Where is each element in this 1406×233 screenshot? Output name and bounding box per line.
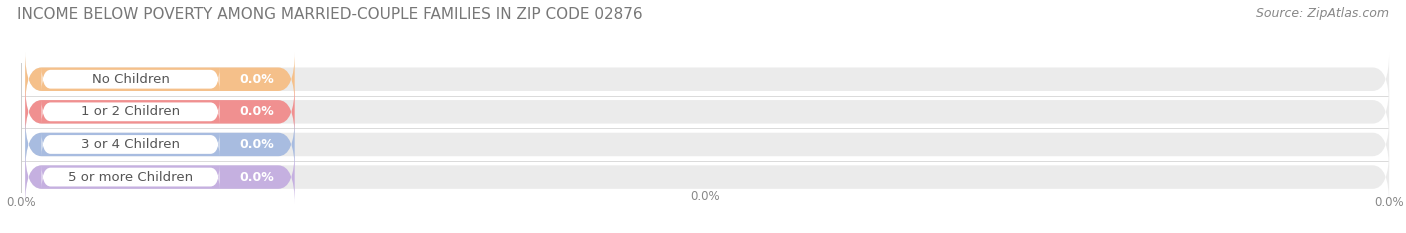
- FancyBboxPatch shape: [25, 52, 295, 107]
- FancyBboxPatch shape: [25, 84, 1389, 139]
- FancyBboxPatch shape: [25, 150, 1389, 205]
- FancyBboxPatch shape: [42, 132, 219, 157]
- FancyBboxPatch shape: [25, 84, 295, 139]
- FancyBboxPatch shape: [42, 100, 219, 124]
- FancyBboxPatch shape: [25, 117, 1389, 172]
- Text: No Children: No Children: [91, 73, 170, 86]
- Text: 0.0%: 0.0%: [239, 105, 274, 118]
- Text: INCOME BELOW POVERTY AMONG MARRIED-COUPLE FAMILIES IN ZIP CODE 02876: INCOME BELOW POVERTY AMONG MARRIED-COUPL…: [17, 7, 643, 22]
- FancyBboxPatch shape: [25, 52, 1389, 107]
- Text: 1 or 2 Children: 1 or 2 Children: [82, 105, 180, 118]
- Text: 3 or 4 Children: 3 or 4 Children: [82, 138, 180, 151]
- FancyBboxPatch shape: [25, 117, 295, 172]
- FancyBboxPatch shape: [25, 150, 295, 205]
- Text: 5 or more Children: 5 or more Children: [67, 171, 193, 184]
- Text: 0.0%: 0.0%: [239, 171, 274, 184]
- FancyBboxPatch shape: [42, 165, 219, 189]
- Text: 0.0%: 0.0%: [239, 138, 274, 151]
- Text: 0.0%: 0.0%: [239, 73, 274, 86]
- Text: 0.0%: 0.0%: [690, 190, 720, 203]
- FancyBboxPatch shape: [42, 67, 219, 91]
- Text: Source: ZipAtlas.com: Source: ZipAtlas.com: [1256, 7, 1389, 20]
